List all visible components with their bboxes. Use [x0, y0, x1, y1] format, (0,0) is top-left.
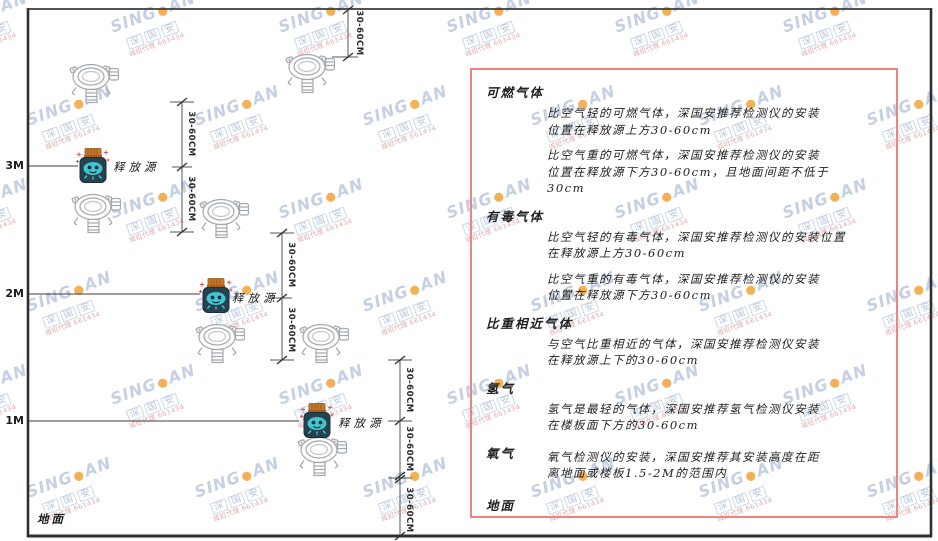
text-line: 位置在释放源上方30-60cm [547, 122, 712, 137]
release-source-label: 释放源 [113, 160, 160, 174]
gas-detector-icon [295, 435, 347, 479]
dim-label-30-60cm: 30-60CM [404, 487, 414, 533]
section-paragraphs: 与空气比重相近的气体，深国安推荐检测仪安装 在释放源上下的30-60cm [547, 336, 882, 369]
gas-detector-icon [69, 192, 121, 236]
panel-section: 有毒气体 比空气轻的有毒气体，深国安推荐检测仪的安装位置 在释放源上方30-60cm… [486, 206, 882, 304]
text-line: 氧气检测仪的安装，深国安推荐其安装高度在距 [547, 449, 820, 464]
text-line: 比空气重的可燃气体，深国安推荐检测仪的安装 [547, 148, 820, 162]
text-line: 在释放源上下的30-60cm [547, 353, 699, 367]
info-panel: 可燃气体 比空气轻的可燃气体，深国安推荐检测仪的安装 位置在释放源上方30-60cm… [470, 68, 898, 518]
paragraph: 氧气检测仪的安装，深国安推荐其安装高度在距 离地面或楼板1.5-2M的范围内 [547, 449, 882, 482]
section-paragraphs: 氢气是最轻的气体，深国安推荐氢气检测仪安装 在楼板面下方的30-60cm [547, 401, 882, 434]
height-mark-2m: 2M [5, 287, 24, 300]
text-line: 在楼板面下方的30-60cm [547, 418, 699, 432]
text-line: 比空气重的有毒气体，深国安推荐检测仪的安装 [547, 271, 820, 286]
text-line: 位置在释放源下方30-60cm [547, 288, 712, 302]
dim-label-30-60cm: 30-60CM [404, 426, 414, 472]
text-line: 30cm [547, 181, 585, 195]
text-line: 比空气轻的有毒气体，深国安推荐检测仪的安装位置 [547, 229, 846, 244]
height-mark-1m: 1M [5, 414, 24, 427]
dim-label-30-60cm: 30-60CM [354, 10, 364, 56]
release-source-icon [76, 148, 110, 184]
paragraph: 与空气比重相近的气体，深国安推荐检测仪安装 在释放源上下的30-60cm [547, 336, 882, 369]
text-line: 在释放源上方30-60cm [547, 246, 686, 260]
gas-detector-icon [197, 197, 249, 241]
release-source-label: 释放源 [338, 416, 385, 430]
section-heading: 有毒气体 [486, 208, 545, 224]
panel-section: 氢气氢气是最轻的气体，深国安推荐氢气检测仪安装 在楼板面下方的30-60cm [486, 378, 882, 434]
section-heading: 可燃气体 [486, 85, 545, 100]
gas-detector-icon [283, 52, 335, 96]
release-source-icon [300, 403, 334, 439]
section-heading: 氢气 [486, 380, 516, 396]
panel-section: 可燃气体 比空气轻的可燃气体，深国安推荐检测仪的安装 位置在释放源上方30-60cm… [486, 82, 882, 197]
dim-label-30-60cm: 30-60CM [186, 176, 196, 222]
text-line: 与空气比重相近的气体，深国安推荐检测仪安装 [547, 336, 820, 351]
ground-label: 地面 [37, 512, 66, 526]
panel-section: 地面检测仪地面间距，深国安推荐在30-60cm，且不得小于30cm，因为过低容易… [486, 495, 882, 519]
gas-detector-icon [67, 62, 119, 106]
paragraph: 比空气轻的可燃气体，深国安推荐检测仪的安装 位置在释放源上方30-60cm [547, 105, 882, 138]
text-line: 比空气轻的可燃气体，深国安推荐检测仪的安装 [547, 106, 820, 120]
text-line: 离地面或楼板1.5-2M的范围内 [547, 466, 728, 480]
text-line: 位置在释放源下方30-60cm，且地面间距不低于 [547, 164, 829, 179]
paragraph: 比空气重的有毒气体，深国安推荐检测仪的安装 位置在释放源下方30-60cm [547, 271, 882, 304]
section-paragraphs: 检测仪地面间距，深国安推荐在30-60cm，且不得小于30cm，因为过低容易水溅… [547, 518, 882, 519]
release-source-label: 释放源 [232, 291, 279, 305]
paragraph: 检测仪地面间距，深国安推荐在30-60cm，且不得小于30cm，因为过低容易水溅… [547, 518, 882, 519]
gas-detector-icon [297, 322, 349, 366]
dim-label-30-60cm: 30-60CM [404, 367, 414, 413]
panel-section: 氧气 氧气检测仪的安装，深国安推荐其安装高度在距 离地面或楼板1.5-2M的范围内 [486, 443, 882, 482]
section-paragraphs: 氧气检测仪的安装，深国安推荐其安装高度在距 离地面或楼板1.5-2M的范围内 [547, 449, 882, 482]
section-heading: 氧气 [486, 445, 516, 461]
text-line: 氢气是最轻的气体，深国安推荐氢气检测仪安装 [547, 401, 820, 416]
text-line: 检测仪地面间距，深国安推荐在30-60cm，且不得 [547, 518, 882, 519]
release-source-icon [199, 278, 233, 314]
paragraph: 比空气重的可燃气体，深国安推荐检测仪的安装 位置在释放源下方30-60cm，且地面… [547, 147, 882, 197]
paragraph: 比空气轻的有毒气体，深国安推荐检测仪的安装位置 在释放源上方30-60cm [547, 229, 882, 262]
height-mark-3m: 3M [5, 159, 24, 172]
dim-label-30-60cm: 30-60CM [286, 307, 296, 353]
gas-detector-icon [193, 322, 245, 366]
section-heading: 地面 [486, 497, 516, 513]
section-heading: 比重相近气体 [486, 315, 574, 331]
panel-section: 比重相近气体与空气比重相近的气体，深国安推荐检测仪安装 在释放源上下的30-60c… [486, 313, 882, 369]
section-paragraphs: 比空气轻的可燃气体，深国安推荐检测仪的安装 位置在释放源上方30-60cm 比空气重… [547, 105, 882, 197]
section-paragraphs: 比空气轻的有毒气体，深国安推荐检测仪的安装位置 在释放源上方30-60cm 比空气重… [547, 229, 882, 304]
paragraph: 氢气是最轻的气体，深国安推荐氢气检测仪安装 在楼板面下方的30-60cm [547, 401, 882, 434]
dim-label-30-60cm: 30-60CM [286, 242, 296, 288]
dim-label-30-60cm: 30-60CM [186, 111, 196, 157]
